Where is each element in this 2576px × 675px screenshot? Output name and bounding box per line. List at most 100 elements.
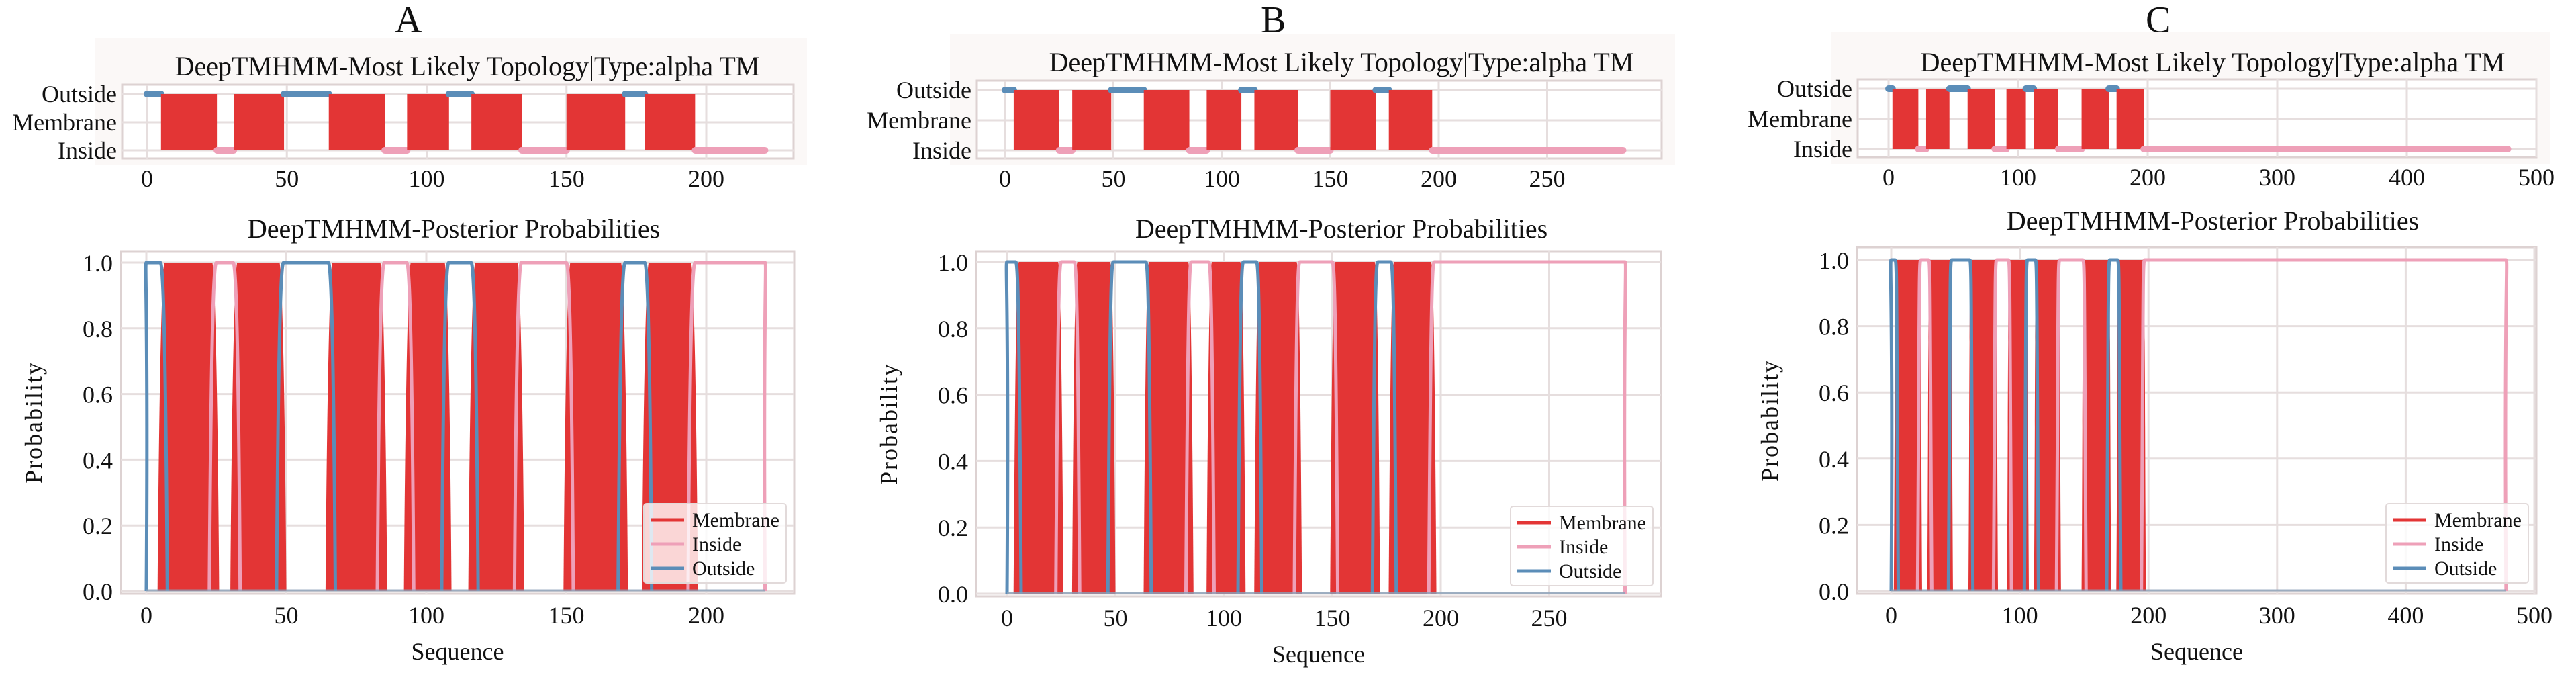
topology-x-tick-label: 0 — [1882, 164, 1895, 191]
posterior-x-tick-label: 50 — [1104, 604, 1128, 631]
legend-label-inside: Inside — [1559, 536, 1608, 558]
topology-membrane-segment — [1925, 89, 1950, 149]
posterior-y-tick-label: 0.8 — [1819, 314, 1849, 341]
legend-label-outside: Outside — [2434, 557, 2497, 580]
topology-x-tick-label: 300 — [2259, 164, 2295, 191]
posterior-y-tick-label: 0.8 — [938, 316, 968, 343]
posterior-x-tick-label: 400 — [2387, 602, 2424, 629]
posterior-x-tick-label: 0 — [1001, 604, 1013, 631]
topology-title: DeepTMHMM-Most Likely Topology|Type:alph… — [1049, 47, 1634, 77]
topology-x-tick-label: 400 — [2389, 164, 2425, 191]
posterior-y-tick-label: 0.4 — [938, 448, 968, 475]
topology-membrane-segment — [328, 94, 385, 150]
topology-x-tick-label: 150 — [1313, 165, 1349, 192]
legend-label-inside: Inside — [692, 533, 741, 555]
topology-x-tick-label: 150 — [548, 165, 585, 192]
inside-probability-line — [1054, 260, 1627, 594]
posterior-y-tick-label: 0.2 — [1819, 512, 1849, 539]
topology-plot-b: Outside Membrane Inside 0 50 100 150 200 250 Deep… — [867, 34, 1675, 192]
legend-label-outside: Outside — [692, 557, 755, 580]
topology-y-tick-label: Membrane — [867, 107, 971, 134]
topology-x-tick-label: 200 — [2130, 164, 2166, 191]
posterior-x-tick-label: 50 — [275, 602, 299, 629]
membrane-probability-area — [1071, 262, 1116, 594]
posterior-title: DeepTMHMM-Posterior Probabilities — [2007, 206, 2419, 236]
posterior-y-tick-label: 0.6 — [83, 381, 113, 408]
outside-probability-line — [1004, 260, 1398, 594]
topology-x-tick-label: 50 — [275, 165, 299, 192]
membrane-probability-area — [2116, 260, 2146, 591]
posterior-x-tick-label: 100 — [1206, 604, 1242, 631]
posterior-y-tick-label: 0.4 — [83, 447, 113, 474]
topology-x-tick-label: 500 — [2518, 164, 2555, 191]
legend-label-membrane: Membrane — [1559, 512, 1646, 534]
topology-x-tick-label: 0 — [141, 165, 153, 192]
topology-plot-c: Outside Membrane Inside 0 100 200 300 400 500 Dee… — [1748, 32, 2555, 191]
topology-y-tick-label: Outside — [42, 81, 117, 107]
posterior-x-tick-label: 0 — [140, 602, 152, 629]
topology-membrane-segment — [2116, 89, 2144, 149]
legend-label-membrane: Membrane — [2434, 509, 2522, 531]
legend-label-inside: Inside — [2434, 533, 2483, 555]
membrane-probability-area — [403, 263, 452, 591]
legend-label-membrane: Membrane — [692, 509, 779, 531]
posterior-title: DeepTMHMM-Posterior Probabilities — [1135, 214, 1547, 244]
topology-y-tick-label: Inside — [58, 137, 117, 164]
topology-membrane-segment — [234, 94, 285, 150]
topology-membrane-segment — [471, 94, 522, 150]
posterior-x-tick-label: 300 — [2259, 602, 2295, 629]
posterior-y-tick-label: 0.2 — [938, 514, 968, 541]
topology-y-tick-label: Membrane — [12, 109, 117, 136]
topology-membrane-segment — [407, 94, 449, 150]
inside-probability-line — [1915, 258, 2509, 592]
posterior-y-axis-label: Probability — [20, 361, 47, 484]
topology-x-tick-label: 50 — [1102, 165, 1126, 192]
legend-box — [643, 503, 787, 584]
membrane-probability-area — [325, 263, 387, 591]
topology-membrane-segment — [1254, 90, 1298, 150]
membrane-probability-area — [1206, 262, 1246, 594]
membrane-probability-area — [1013, 262, 1063, 594]
posterior-title: DeepTMHMM-Posterior Probabilities — [248, 214, 660, 244]
topology-membrane-segment — [1072, 90, 1112, 150]
outside-probability-line — [1889, 258, 2123, 592]
posterior-x-tick-label: 200 — [688, 602, 724, 629]
posterior-plot-b: 0.0 0.2 0.4 0.6 0.8 1.0 0 50 100 150 200 250 Membran… — [875, 214, 1662, 668]
posterior-y-tick-label: 1.0 — [1819, 247, 1849, 274]
outside-probability-line — [144, 261, 654, 592]
posterior-y-tick-label: 0.8 — [83, 316, 113, 343]
topology-membrane-segment — [160, 94, 218, 150]
topology-x-tick-label: 100 — [409, 165, 445, 192]
topology-y-tick-label: Membrane — [1748, 105, 1852, 132]
topology-x-tick-label: 100 — [2000, 164, 2036, 191]
posterior-x-tick-label: 0 — [1885, 602, 1897, 629]
legend-box — [2385, 503, 2529, 584]
topology-y-tick-label: Inside — [1793, 136, 1852, 163]
membrane-probability-area — [1330, 262, 1380, 594]
panel-label-a: A — [395, 0, 422, 41]
posterior-y-tick-label: 0.6 — [938, 382, 968, 409]
inside-probability-line — [207, 261, 767, 592]
posterior-x-axis-label: Sequence — [1272, 641, 1365, 668]
topology-membrane-segment — [1967, 89, 1995, 149]
posterior-y-axis-label: Probability — [875, 363, 902, 485]
posterior-y-tick-label: 1.0 — [83, 250, 113, 277]
topology-x-tick-label: 200 — [688, 165, 724, 192]
posterior-y-tick-label: 0.2 — [83, 512, 113, 539]
legend-box — [1510, 506, 1654, 586]
topology-y-tick-label: Outside — [896, 77, 971, 103]
topology-membrane-segment — [566, 94, 626, 150]
posterior-x-tick-label: 100 — [408, 602, 444, 629]
posterior-y-tick-label: 0.0 — [938, 581, 968, 608]
posterior-x-tick-label: 150 — [1315, 604, 1351, 631]
topology-y-tick-label: Outside — [1777, 75, 1852, 102]
topology-y-tick-label: Inside — [912, 137, 971, 164]
topology-title: DeepTMHMM-Most Likely Topology|Type:alph… — [1921, 47, 2506, 77]
topology-membrane-segment — [1388, 90, 1433, 150]
legend-label-outside: Outside — [1559, 560, 1621, 582]
topology-membrane-segment — [1143, 90, 1190, 150]
topology-membrane-segment — [1892, 89, 1919, 149]
